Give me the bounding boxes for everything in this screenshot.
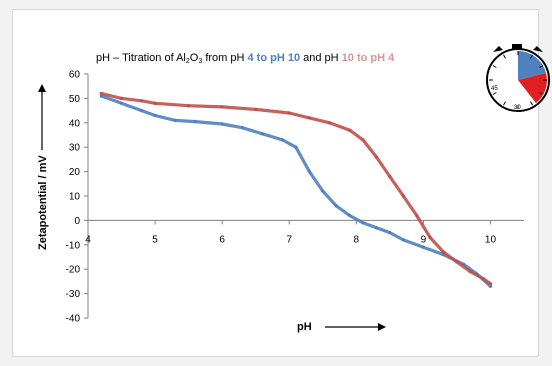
series-point (140, 99, 144, 103)
x-axis-label: pH (297, 321, 312, 333)
series-point (294, 145, 298, 149)
series-point (119, 101, 124, 105)
y-axis-label: Zetapotential / mV (37, 155, 49, 250)
series-point (361, 138, 365, 142)
y-tick-label: 40 (69, 118, 81, 129)
series-point (260, 132, 264, 136)
series-point (361, 221, 365, 225)
y-tick-label: 30 (69, 143, 81, 154)
series-point (428, 235, 432, 240)
timer-tick (539, 92, 544, 95)
timer-tick (539, 65, 544, 68)
series-point (488, 282, 493, 286)
series-point (220, 105, 224, 109)
series-point (327, 121, 332, 125)
x-axis-arrowhead (378, 323, 386, 331)
y-tick-label: 50 (69, 94, 81, 105)
series-line-2 (99, 91, 493, 286)
chart-frame (12, 9, 539, 357)
series-point (482, 277, 486, 281)
series-point (99, 91, 103, 96)
timer-red-wedge (518, 73, 547, 103)
timer-tick (503, 54, 506, 59)
timer-tick (530, 54, 533, 59)
timer-blue-wedge (518, 51, 546, 80)
series-point (187, 104, 191, 108)
series-point (119, 96, 124, 100)
series-point (488, 284, 493, 288)
x-tick-label: 6 (219, 234, 225, 245)
y-axis-arrowhead (38, 84, 46, 92)
chart-title: pH – Titration of Al2O3 from pH 4 to pH … (96, 52, 395, 65)
series-point (455, 260, 459, 264)
y-tick-label: -40 (66, 314, 81, 325)
x-tick-label: 4 (85, 234, 91, 245)
timer-tick (492, 65, 497, 68)
series-point (334, 204, 338, 208)
y-tick-label: -30 (66, 289, 81, 300)
series-point (307, 170, 311, 174)
series-point (401, 194, 405, 198)
timer-tick (492, 92, 497, 95)
y-tick-label: -20 (66, 265, 81, 276)
series-point (374, 155, 378, 159)
x-tick-label: 8 (354, 234, 360, 245)
timer-tick (503, 101, 506, 106)
series-point (173, 118, 177, 122)
timer-tick (530, 101, 533, 106)
series-point (468, 270, 472, 274)
x-tick-label: 9 (421, 234, 427, 245)
series-point (287, 111, 291, 115)
y-tick-label: 60 (69, 70, 81, 81)
series-point (421, 245, 425, 249)
series-point (140, 109, 144, 113)
series-point (280, 138, 285, 142)
series-point (254, 107, 258, 111)
y-tick-label: 10 (69, 192, 81, 203)
x-tick-label: 5 (152, 234, 158, 245)
stopwatch-icon: 45 30 (486, 44, 550, 112)
series-point (348, 128, 352, 132)
series-point (374, 226, 378, 230)
series-point (153, 113, 157, 118)
timer-label-45: 45 (491, 86, 498, 92)
axes (87, 74, 524, 318)
series-point (348, 213, 352, 218)
y-tick-label: -10 (66, 240, 81, 251)
series-line-1 (99, 94, 493, 288)
y-tick-label: 20 (69, 167, 81, 178)
x-tick-label: 7 (286, 234, 292, 245)
series-point (441, 250, 446, 254)
series-point (220, 122, 224, 126)
series-point (240, 126, 244, 130)
series-point (307, 116, 311, 120)
series-point (321, 189, 325, 193)
series-point (415, 213, 419, 218)
series-point (193, 120, 197, 124)
series-point (401, 238, 405, 242)
y-tick-label: 0 (74, 216, 80, 227)
series-lines (99, 91, 493, 288)
timer-label-30: 30 (514, 105, 521, 111)
series-point (388, 174, 392, 179)
series-point (153, 101, 157, 105)
x-tick-label: 10 (485, 234, 497, 245)
series-point (388, 231, 392, 235)
